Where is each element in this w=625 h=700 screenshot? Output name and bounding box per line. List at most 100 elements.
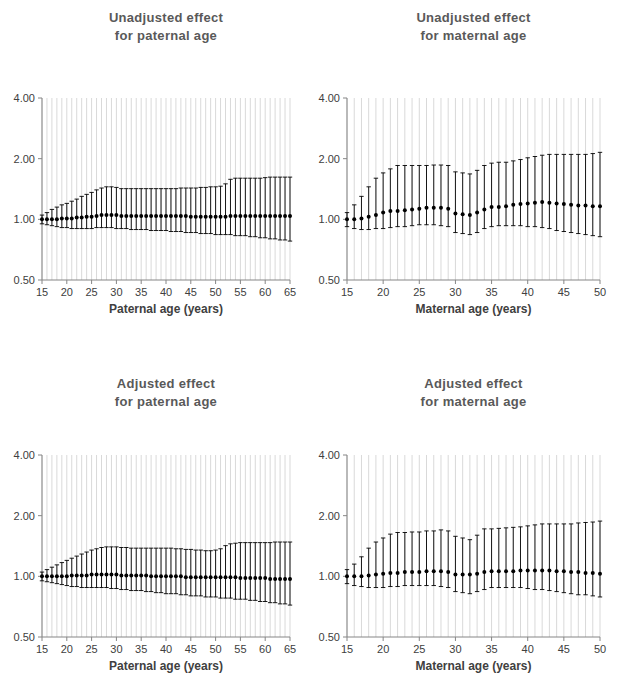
point — [204, 215, 208, 219]
error-bar — [475, 535, 479, 591]
grid-line — [563, 455, 564, 637]
grid-line — [185, 98, 186, 280]
point — [109, 573, 113, 577]
point — [85, 215, 89, 219]
error-bar — [273, 542, 277, 603]
point — [273, 214, 277, 218]
grid-line — [270, 455, 271, 637]
point — [547, 568, 551, 572]
x-tick — [455, 637, 456, 641]
y-tick-label: 1.00 — [14, 213, 35, 225]
point — [258, 576, 262, 580]
grid-line — [121, 455, 122, 637]
point — [149, 214, 153, 218]
point — [85, 573, 89, 577]
error-bar — [424, 531, 428, 586]
point — [396, 209, 400, 213]
point — [154, 214, 158, 218]
point — [591, 204, 595, 208]
grid-line — [433, 455, 434, 637]
point — [90, 573, 94, 577]
error-bar — [248, 543, 252, 601]
grid-line — [42, 455, 43, 637]
error-bar — [199, 187, 203, 233]
point — [243, 576, 247, 580]
error-bar — [228, 544, 232, 598]
grid-line — [76, 98, 77, 280]
grid-line — [170, 455, 171, 637]
error-bar — [497, 528, 501, 587]
error-bar — [482, 165, 486, 228]
error-bar — [55, 207, 59, 227]
x-tick — [240, 637, 241, 641]
point — [159, 214, 163, 218]
x-axis-label: Paternal age (years) — [109, 302, 223, 316]
error-bar — [159, 548, 163, 592]
point — [540, 200, 544, 204]
y-tick-label: 1.00 — [319, 213, 340, 225]
error-bar — [84, 552, 88, 587]
error-bar — [518, 160, 522, 226]
x-tick — [215, 637, 216, 641]
error-bar — [569, 154, 573, 232]
grid-line — [166, 455, 167, 637]
grid-line — [375, 455, 376, 637]
x-tick — [141, 280, 142, 284]
point — [219, 575, 223, 579]
grid-line — [61, 98, 62, 280]
chart-title: Unadjusted effect — [416, 10, 531, 25]
point — [417, 570, 421, 574]
grid-line — [86, 98, 87, 280]
grid-line — [506, 455, 507, 637]
point — [174, 214, 178, 218]
grid-line — [498, 455, 499, 637]
point — [273, 577, 277, 581]
grid-line — [426, 98, 427, 280]
error-bar — [40, 572, 44, 581]
panel: Unadjusted effect for maternal age 0.50 1.0… — [319, 10, 607, 316]
y-tick — [343, 515, 347, 516]
point — [490, 205, 494, 209]
grid-line — [290, 455, 291, 637]
error-bar — [243, 543, 247, 600]
point — [475, 211, 479, 215]
error-bar — [395, 533, 399, 587]
point — [189, 575, 193, 579]
grid-line — [46, 455, 47, 637]
error-bar — [60, 563, 64, 585]
error-bar — [169, 548, 173, 594]
y-tick — [38, 515, 42, 516]
y-tick-label: 0.50 — [319, 274, 340, 286]
grid-line — [265, 98, 266, 280]
grid-line — [116, 455, 117, 637]
grid-line — [190, 455, 191, 637]
error-bar — [243, 178, 247, 235]
x-tick — [527, 637, 528, 641]
point — [233, 575, 237, 579]
y-tick — [343, 158, 347, 159]
x-tick-label: 45 — [185, 286, 197, 298]
x-tick — [91, 637, 92, 641]
y-tick-label: 2.00 — [14, 510, 35, 522]
error-bar — [248, 178, 252, 237]
chart-title: for maternal age — [421, 28, 527, 43]
point — [367, 215, 371, 219]
y-tick-label: 4.00 — [14, 92, 35, 104]
x-tick-label: 40 — [160, 643, 172, 655]
point — [45, 217, 49, 221]
grid-line — [556, 455, 557, 637]
grid-line — [200, 455, 201, 637]
point — [164, 574, 168, 578]
error-bar — [129, 189, 133, 230]
x-tick — [600, 280, 601, 284]
error-bar — [134, 548, 138, 590]
grid-line — [383, 455, 384, 637]
x-tick-label: 55 — [234, 286, 246, 298]
error-bar — [114, 187, 118, 228]
error-bar — [381, 173, 385, 229]
error-bar — [374, 542, 378, 588]
error-bar — [504, 162, 508, 225]
error-bar — [169, 189, 173, 232]
point — [468, 573, 472, 577]
x-axis-label: Paternal age (years) — [109, 659, 223, 673]
